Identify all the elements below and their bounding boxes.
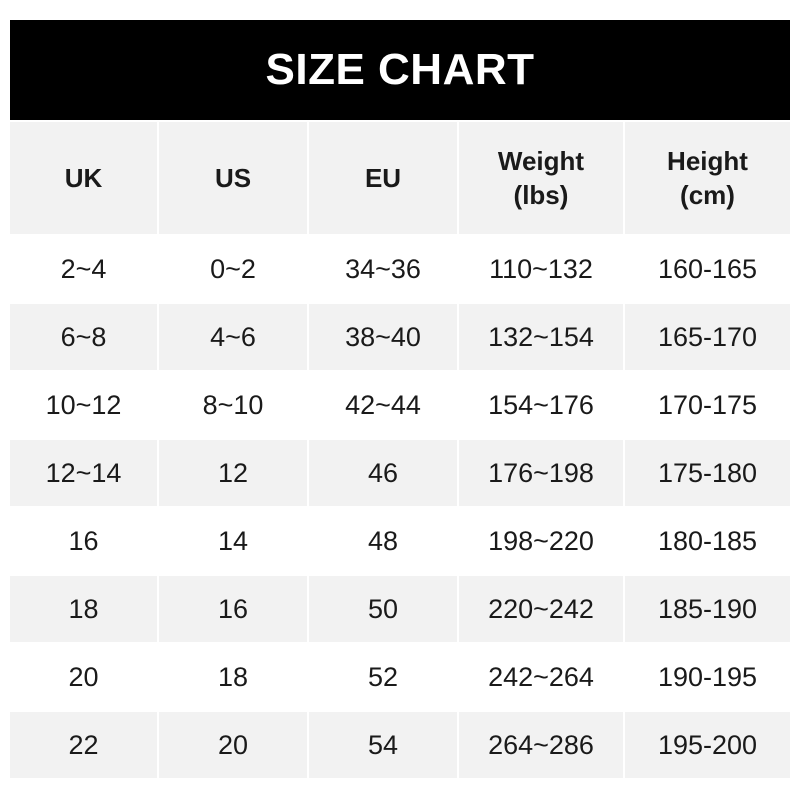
- table-cell: 10~12: [45, 389, 122, 420]
- table-cell: 48: [367, 525, 399, 556]
- column-header-line: US: [214, 163, 252, 193]
- table-cell: 12~14: [10, 440, 157, 506]
- page-title: SIZE CHART: [10, 20, 790, 120]
- table-cell: 180-185: [657, 525, 758, 556]
- size-chart-table: UK US EU Weight (lbs) Height (cm) 2~4 0~2 34~36 1…: [8, 120, 792, 780]
- table-row: 18 16 50 220~242 185-190: [10, 576, 790, 642]
- table-cell: 195-200: [625, 712, 790, 778]
- table-cell: 190-195: [657, 661, 758, 692]
- column-header-unit: (lbs): [513, 180, 569, 210]
- table-cell: 220~242: [459, 576, 623, 642]
- table-cell: 20: [68, 661, 99, 692]
- table-cell: 264~286: [459, 712, 623, 778]
- column-header: Weight (lbs): [459, 122, 623, 234]
- table-cell: 175-180: [625, 440, 790, 506]
- header-row: UK US EU Weight (lbs) Height (cm): [10, 122, 790, 234]
- table-cell: 176~198: [459, 440, 623, 506]
- table-cell: 16: [68, 525, 99, 556]
- column-header-line: Height: [667, 146, 748, 176]
- table-cell: 14: [217, 525, 249, 556]
- column-header: EU: [309, 122, 457, 234]
- table-cell: 16: [159, 576, 307, 642]
- table-cell: 154~176: [488, 389, 594, 420]
- table-cell: 165-170: [625, 304, 790, 370]
- table-cell: 12: [159, 440, 307, 506]
- table-cell: 6~8: [10, 304, 157, 370]
- table-row: 10~12 8~10 42~44 154~176 170-175: [10, 372, 790, 438]
- table-cell: 185-190: [625, 576, 790, 642]
- table-cell: 42~44: [345, 389, 421, 420]
- table-cell: 22: [10, 712, 157, 778]
- table-cell: 170-175: [657, 389, 758, 420]
- table-cell: 54: [309, 712, 457, 778]
- column-header: Height (cm): [625, 122, 790, 234]
- table-cell: 242~264: [488, 661, 594, 692]
- table-cell: 110~132: [489, 253, 593, 284]
- table-row: 22 20 54 264~286 195-200: [10, 712, 790, 778]
- table-cell: 20: [159, 712, 307, 778]
- table-cell: 18: [10, 576, 157, 642]
- table-cell: 38~40: [309, 304, 457, 370]
- table-cell: 34~36: [345, 253, 421, 284]
- table-row: 12~14 12 46 176~198 175-180: [10, 440, 790, 506]
- column-header: UK: [10, 122, 157, 234]
- table-row: 2~4 0~2 34~36 110~132 160-165: [10, 236, 790, 302]
- column-header-line: UK: [64, 163, 103, 193]
- column-header-line: EU: [364, 163, 402, 193]
- table-cell: 198~220: [488, 525, 594, 556]
- table-cell: 2~4: [60, 253, 107, 284]
- table-cell: 4~6: [159, 304, 307, 370]
- table-row: 16 14 48 198~220 180-185: [10, 508, 790, 574]
- table-row: 20 18 52 242~264 190-195: [10, 644, 790, 710]
- column-header-unit: (cm): [680, 180, 735, 210]
- column-header-line: Weight: [497, 146, 585, 176]
- table-cell: 132~154: [459, 304, 623, 370]
- table-cell: 0~2: [210, 253, 256, 284]
- table-cell: 8~10: [202, 389, 264, 420]
- table-cell: 46: [309, 440, 457, 506]
- table-cell: 50: [309, 576, 457, 642]
- table-cell: 52: [367, 661, 399, 692]
- table-row: 6~8 4~6 38~40 132~154 165-170: [10, 304, 790, 370]
- table-cell: 18: [217, 661, 249, 692]
- table-cell: 160-165: [657, 253, 758, 284]
- column-header: US: [159, 122, 307, 234]
